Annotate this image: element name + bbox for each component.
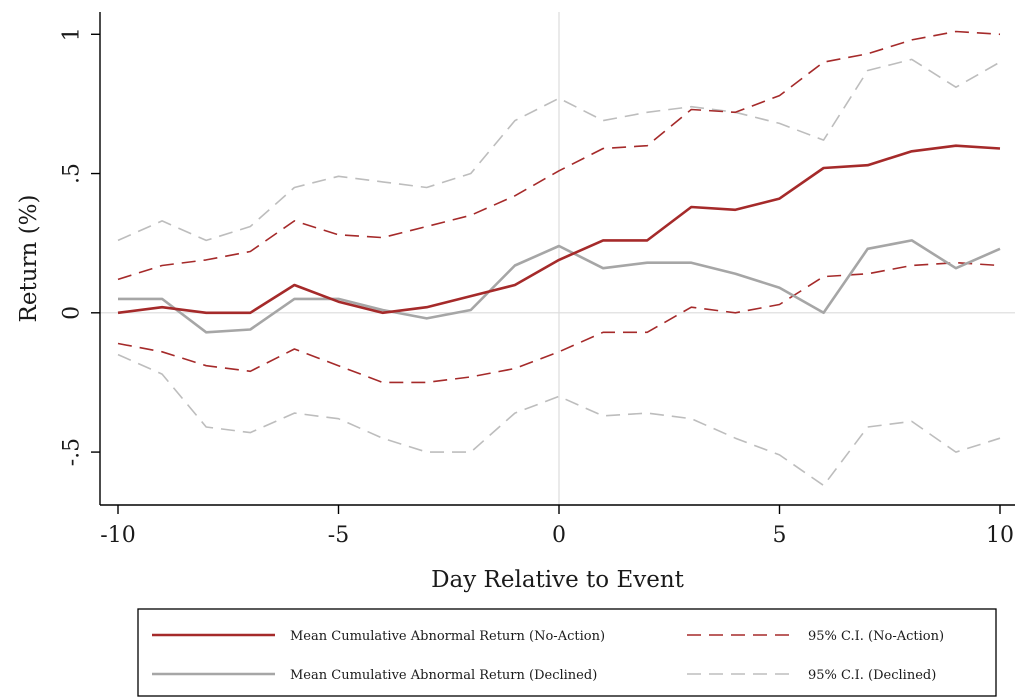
series-line-5-ci xyxy=(117,353,1001,487)
series-line-4-ci xyxy=(117,58,1001,242)
legend-label: Mean Cumulative Abnormal Return (No-Acti… xyxy=(290,629,605,644)
y-tick-label: .5 xyxy=(60,163,85,184)
reference-lines xyxy=(100,12,1015,505)
series-line-2-ci xyxy=(117,261,1001,384)
x-tick-label: -5 xyxy=(328,523,349,548)
legend-box xyxy=(137,608,997,697)
y-tick-label: -.5 xyxy=(60,438,85,466)
legend: Mean Cumulative Abnormal Return (No-Acti… xyxy=(137,608,997,697)
x-tick-label: 0 xyxy=(552,523,566,548)
series-line-1-ci xyxy=(117,30,1001,281)
series-line-0-mean xyxy=(117,144,1001,315)
series-layer xyxy=(117,30,1001,487)
x-tick-label: 10 xyxy=(986,523,1014,548)
legend-label: Mean Cumulative Abnormal Return (Decline… xyxy=(290,668,597,683)
y-axis-title: Return (%) xyxy=(16,195,42,323)
y-tick-label: 1 xyxy=(60,27,85,41)
legend-label: 95% C.I. (Declined) xyxy=(808,668,936,683)
y-tick-label: 0 xyxy=(60,306,85,320)
x-tick-label: 5 xyxy=(773,523,787,548)
x-axis-title: Day Relative to Event xyxy=(431,567,685,593)
x-tick-label: -10 xyxy=(100,523,135,548)
series-line-3-mean xyxy=(118,239,1001,334)
axes-layer: -10 -5 0 5 10 -.5 0 .5 1 xyxy=(60,12,1015,548)
legend-label: 95% C.I. (No-Action) xyxy=(808,629,944,644)
